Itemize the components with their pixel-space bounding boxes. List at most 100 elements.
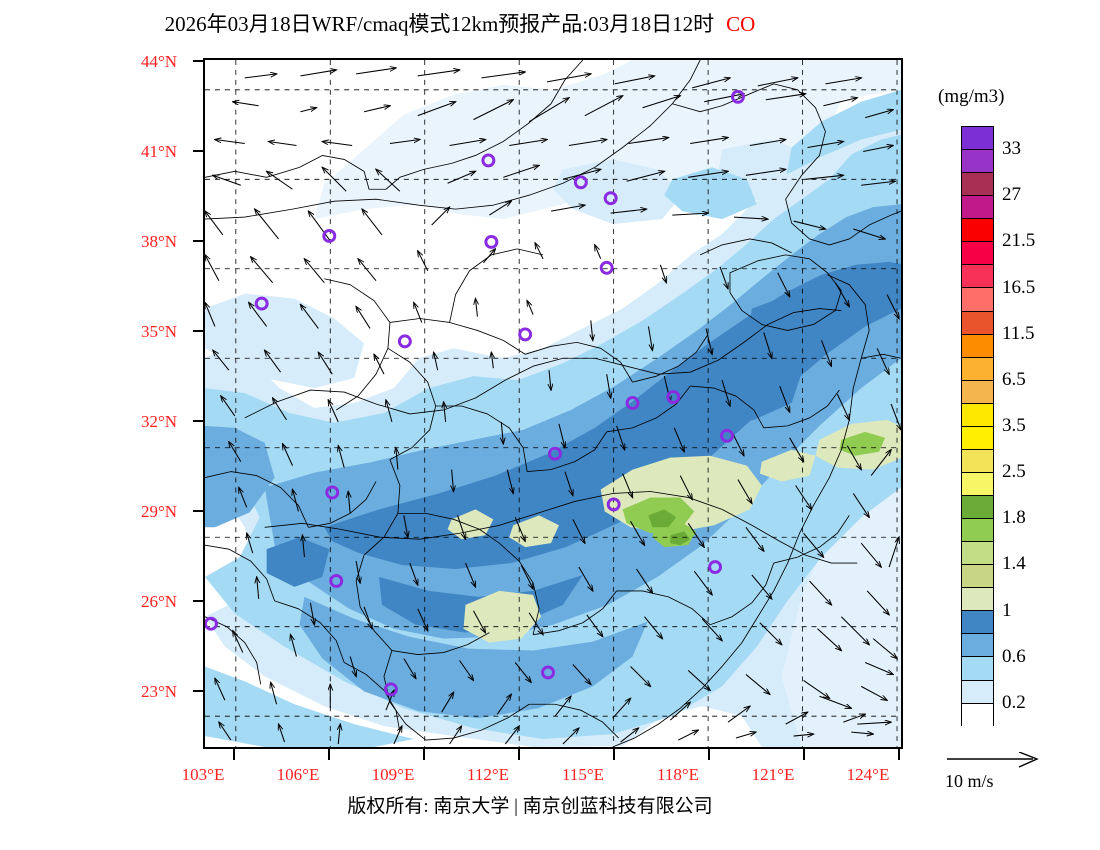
lat-tick [193,510,204,512]
colorbar-tick-label: 1.8 [1002,507,1026,529]
colorbar-band [962,357,993,381]
colorbar-band [962,403,993,427]
city-marker [548,446,562,461]
colorbar-band [962,449,993,473]
city-marker [720,428,734,443]
colorbar-band [962,426,993,450]
wind-scale-label: 10 m/s [945,771,994,791]
colorbar-band [962,496,993,520]
lat-tick [193,420,204,422]
colorbar-band [962,196,993,220]
lat-tick [193,330,204,332]
city-markers[interactable] [205,89,745,697]
lat-tick [193,60,204,62]
colorbar-band [962,288,993,312]
contour-band-3p5 [648,509,691,546]
lon-label: 118°E [656,765,700,784]
colorbar-tick-label: 0.6 [1002,645,1026,667]
city-marker [625,396,640,410]
city-marker [599,260,614,275]
lon-label: 106°E [276,765,320,784]
graticule [205,60,901,747]
city-marker [481,153,496,168]
city-marker [484,234,499,249]
colorbar-tick-label: 33 [1002,138,1021,160]
colorbar-band [962,242,993,266]
lon-tick [708,749,710,760]
colorbar-units-label: (mg/m3) [938,86,1005,107]
city-marker [518,327,533,342]
page-title: 2026年03月18日WRF/cmaq模式12km预报产品:03月18日12时 C… [0,8,920,38]
lat-tick [193,690,204,692]
colorbar-band [962,519,993,543]
city-marker [322,229,337,243]
species-label: CO [726,12,756,36]
city-marker [254,296,269,311]
city-marker [708,560,723,575]
lon-label: 121°E [751,765,795,784]
city-marker [383,682,398,697]
title-text: 2026年03月18日WRF/cmaq模式12km预报产品:03月18日12时 [164,12,715,36]
city-marker [573,175,588,190]
colorbar-tick-label: 11.5 [1002,322,1035,344]
lat-tick [193,150,204,152]
map-plot-area[interactable] [203,58,903,749]
lon-tick [423,749,425,760]
colorbar-band [962,219,993,243]
copyright-footer: 版权所有: 南京大学 | 南京创蓝科技有限公司 [347,796,713,817]
city-marker [603,191,618,206]
colorbar-band [962,680,993,704]
lat-tick [193,240,204,242]
colorbar-band [962,542,993,566]
colorbar-band [962,265,993,289]
city-marker [205,616,218,631]
lon-tick [898,749,900,760]
colorbar-tick-label: 6.5 [1002,368,1026,390]
colorbar [961,126,994,727]
lon-label: 112°E [466,765,510,784]
wind-scale-legend: 10 m/s [945,752,1075,792]
city-marker [730,89,745,104]
city-marker [325,485,340,500]
lon-tick [518,749,520,760]
colorbar-band [962,380,993,404]
colorbar-tick-label: 0.2 [1002,691,1026,713]
wind-vectors [205,68,901,745]
colorbar-band [962,472,993,496]
colorbar-tick-label: 1 [1002,599,1012,621]
city-marker [606,497,621,512]
city-marker [541,665,555,680]
colorbar-band [962,634,993,658]
colorbar-band [962,611,993,635]
lon-tick [613,749,615,760]
lon-label: 103°E [181,765,225,784]
colorbar-tick-label: 16.5 [1002,276,1036,298]
colorbar-tick-label: 1.4 [1002,553,1026,575]
colorbar-band [962,565,993,589]
colorbar-band [962,127,993,151]
lon-tick [328,749,330,760]
colorbar-tick-label: 21.5 [1002,230,1036,252]
colorbar-tick-label: 27 [1002,184,1021,206]
city-marker [666,390,681,404]
colorbar-band [962,657,993,681]
lon-label: 115°E [561,765,605,784]
colorbar-band [962,703,993,727]
colorbar-tick-label: 3.5 [1002,415,1026,436]
colorbar-band [962,588,993,612]
colorbar-band [962,173,993,197]
colorbar-band [962,311,993,335]
map-canvas [205,60,901,747]
colorbar-band [962,334,993,358]
colorbar-band [962,150,993,174]
colorbar-tick-label: 2.5 [1002,461,1026,483]
lat-tick [193,600,204,602]
wind-arrow-icon [947,752,1039,768]
city-marker [329,574,344,588]
lon-label: 109°E [371,765,415,784]
lon-label: 124°E [846,765,890,784]
lon-tick [233,749,235,760]
lon-tick [803,749,805,760]
city-marker [397,334,412,349]
